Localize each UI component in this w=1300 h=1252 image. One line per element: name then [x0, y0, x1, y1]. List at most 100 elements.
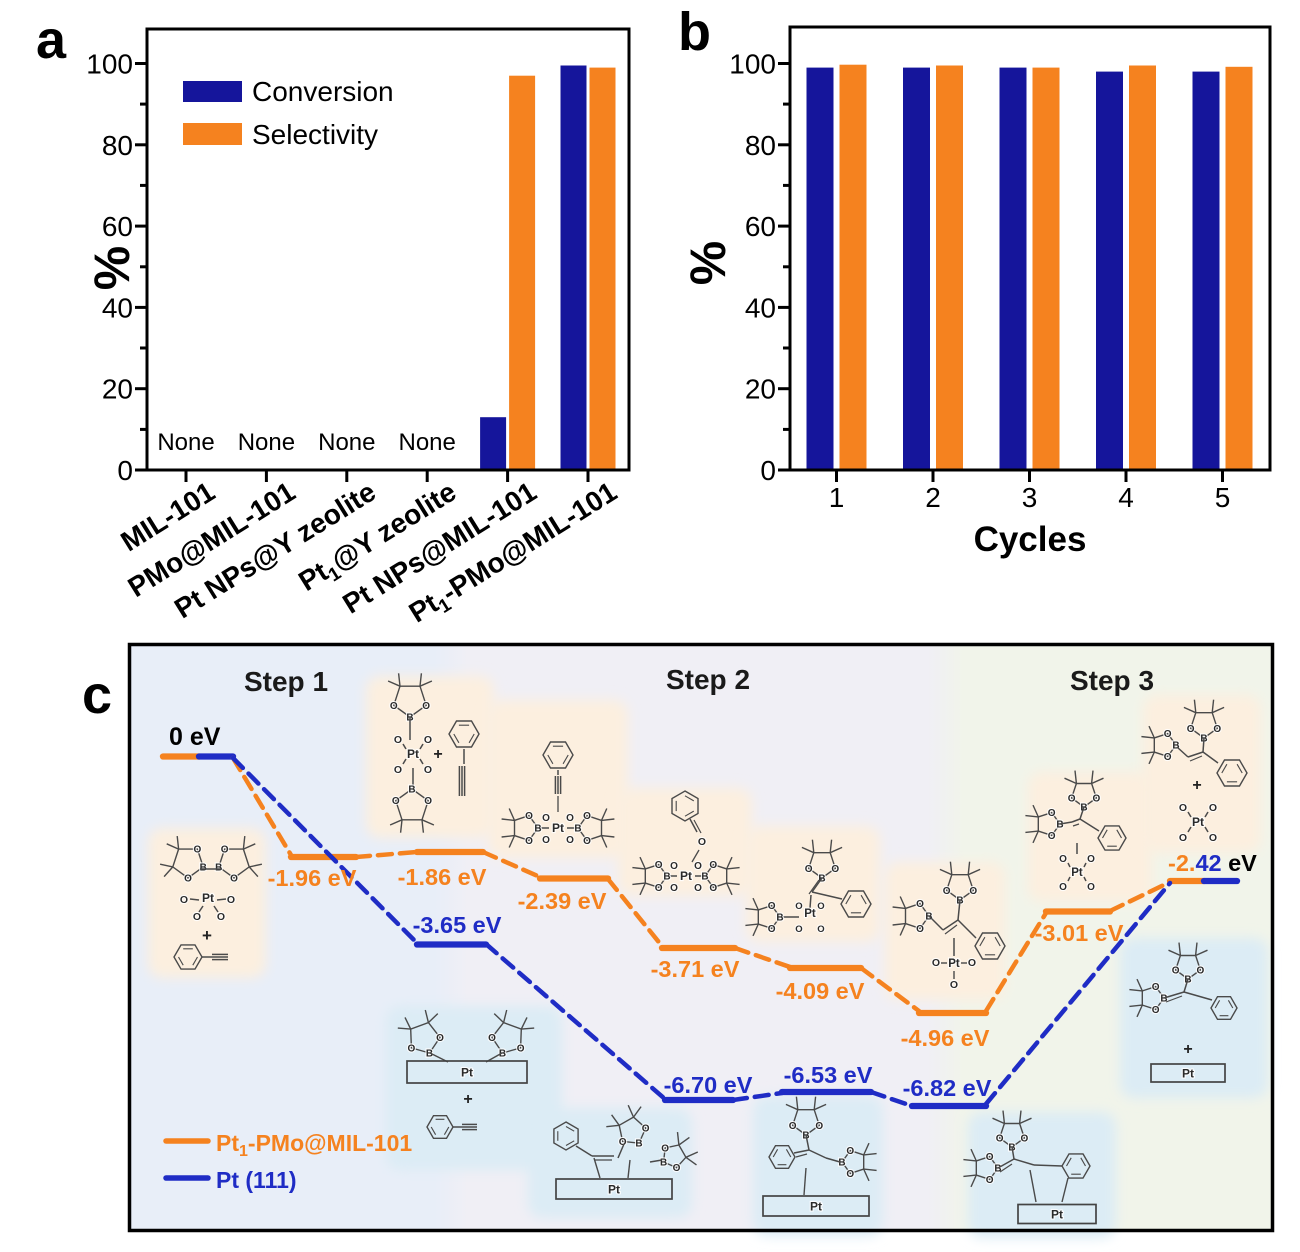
svg-text:Pt: Pt	[948, 958, 960, 970]
svg-text:O: O	[698, 836, 706, 848]
svg-text:60: 60	[745, 211, 776, 242]
svg-text:O: O	[694, 883, 702, 894]
svg-text:O: O	[184, 874, 192, 885]
svg-text:+: +	[202, 926, 212, 945]
svg-text:O: O	[583, 811, 591, 822]
svg-text:O: O	[916, 899, 924, 910]
svg-text:O: O	[1152, 1005, 1160, 1016]
svg-text:O: O	[709, 860, 717, 871]
svg-text:+: +	[463, 1091, 472, 1108]
svg-text:O: O	[943, 886, 951, 897]
svg-text:B: B	[660, 1158, 667, 1169]
svg-text:O: O	[1179, 832, 1187, 844]
svg-text:O: O	[180, 894, 188, 906]
svg-text:B: B	[499, 1049, 506, 1060]
svg-text:B: B	[574, 824, 581, 835]
svg-text:Pt: Pt	[407, 747, 419, 761]
svg-text:Pt: Pt	[1071, 867, 1083, 879]
svg-text:O: O	[394, 734, 402, 746]
svg-text:O: O	[488, 1033, 496, 1044]
svg-text:O: O	[1048, 808, 1056, 819]
svg-text:c: c	[82, 665, 112, 725]
svg-text:O: O	[1048, 831, 1056, 842]
svg-text:-4.09 eV: -4.09 eV	[776, 978, 865, 1004]
svg-text:Step 3: Step 3	[1070, 665, 1154, 696]
svg-text:Pt: Pt	[1182, 1066, 1194, 1080]
svg-text:B: B	[215, 862, 222, 873]
svg-text:+: +	[433, 746, 442, 763]
svg-text:O: O	[932, 957, 940, 969]
svg-text:Pt (111): Pt (111)	[216, 1167, 297, 1193]
svg-text:O: O	[1172, 966, 1180, 977]
svg-text:0: 0	[760, 455, 776, 486]
svg-text:-2.42 eV: -2.42 eV	[1168, 850, 1257, 876]
svg-text:60: 60	[102, 211, 133, 242]
svg-text:O: O	[392, 796, 400, 807]
svg-text:b: b	[678, 2, 711, 62]
svg-text:40: 40	[745, 292, 776, 323]
svg-text:O: O	[655, 860, 663, 871]
svg-text:O: O	[805, 864, 813, 875]
svg-text:-3.71 eV: -3.71 eV	[651, 956, 740, 982]
svg-text:O: O	[768, 901, 776, 912]
svg-text:O: O	[831, 864, 839, 875]
svg-text:O: O	[424, 764, 432, 776]
svg-text:O: O	[969, 886, 977, 897]
svg-text:O: O	[815, 1121, 823, 1132]
svg-text:5: 5	[1215, 482, 1231, 513]
svg-text:B: B	[1056, 820, 1063, 831]
svg-text:O: O	[394, 764, 402, 776]
svg-text:Pt: Pt	[461, 1065, 473, 1079]
svg-text:O: O	[1087, 854, 1095, 865]
svg-text:Pt: Pt	[680, 869, 692, 883]
svg-text:0: 0	[117, 455, 133, 486]
svg-text:O: O	[1068, 794, 1076, 805]
svg-text:O: O	[670, 861, 678, 872]
svg-text:+: +	[1183, 1041, 1192, 1058]
svg-text:Pt1-PMo@MIL-101: Pt1-PMo@MIL-101	[216, 1130, 412, 1160]
svg-text:O: O	[817, 901, 824, 912]
svg-text:B: B	[994, 1164, 1001, 1175]
svg-text:-2.39 eV: -2.39 eV	[518, 888, 607, 914]
svg-text:B: B	[200, 862, 207, 873]
svg-text:O: O	[424, 796, 432, 807]
svg-text:B: B	[701, 872, 708, 883]
svg-text:2: 2	[925, 482, 941, 513]
svg-text:None: None	[399, 429, 456, 456]
svg-text:O: O	[1209, 832, 1217, 844]
svg-text:O: O	[1179, 802, 1187, 814]
svg-text:O: O	[390, 701, 398, 712]
svg-text:B: B	[635, 1139, 642, 1150]
svg-text:O: O	[619, 1137, 627, 1148]
svg-text:O: O	[193, 911, 201, 923]
svg-text:Pt: Pt	[810, 1199, 822, 1213]
svg-text:O: O	[673, 1163, 681, 1174]
svg-text:-6.82 eV: -6.82 eV	[903, 1075, 992, 1101]
svg-text:B: B	[1172, 741, 1179, 752]
svg-text:Pt: Pt	[804, 908, 816, 920]
svg-text:O: O	[846, 1146, 854, 1157]
svg-text:O: O	[221, 845, 229, 856]
svg-text:Step 1: Step 1	[244, 666, 328, 697]
svg-text:O: O	[525, 811, 533, 822]
svg-text:Cycles: Cycles	[974, 520, 1087, 559]
svg-text:O: O	[709, 883, 717, 894]
svg-text:4: 4	[1118, 482, 1134, 513]
svg-text:O: O	[1152, 982, 1160, 993]
svg-text:O: O	[436, 1033, 444, 1044]
svg-text:O: O	[542, 835, 550, 846]
svg-text:100: 100	[729, 49, 776, 80]
svg-text:B: B	[838, 1158, 845, 1169]
svg-text:O: O	[583, 836, 591, 847]
svg-text:O: O	[517, 1043, 525, 1054]
svg-text:O: O	[217, 911, 225, 923]
svg-text:-6.70 eV: -6.70 eV	[664, 1072, 753, 1098]
svg-text:O: O	[566, 835, 574, 846]
svg-text:None: None	[157, 429, 214, 456]
svg-text:20: 20	[745, 374, 776, 405]
svg-text:O: O	[542, 813, 550, 824]
svg-text:O: O	[1087, 882, 1095, 893]
svg-text:a: a	[36, 10, 67, 70]
svg-text:B: B	[776, 913, 783, 924]
svg-text:Pt: Pt	[202, 891, 214, 905]
